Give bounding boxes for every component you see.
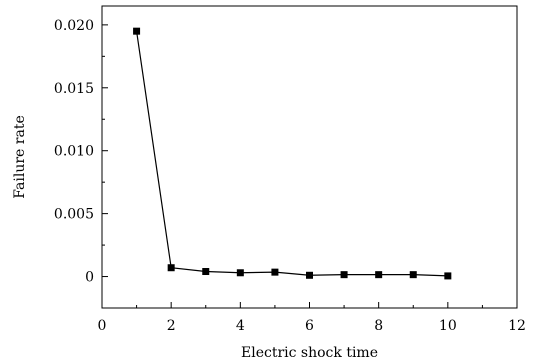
y-tick-label: 0.010 (54, 144, 94, 160)
data-series (133, 27, 452, 280)
plot-frame (101, 5, 518, 309)
data-point-marker (340, 271, 348, 279)
data-point-marker (271, 268, 279, 276)
data-point-marker (444, 272, 452, 280)
y-tick-label: 0.015 (54, 81, 94, 97)
chart-axes (101, 5, 518, 309)
x-axis-ticks: 0 2 4 6 8 10 12 (98, 302, 526, 334)
data-point-marker (202, 268, 210, 276)
data-point-marker (409, 271, 417, 279)
y-tick-label: 0 (85, 270, 94, 286)
y-axis-label: Failure rate (12, 115, 28, 198)
data-point-marker (167, 264, 175, 272)
series-line (135, 31, 448, 277)
data-point-marker (375, 271, 383, 279)
data-point-marker (236, 269, 244, 277)
data-point-marker (133, 27, 141, 35)
x-tick-label: 6 (305, 318, 314, 334)
x-tick-label: 10 (439, 318, 457, 334)
y-tick-label: 0.020 (54, 18, 94, 34)
x-tick-label: 8 (374, 318, 383, 334)
data-point-marker (306, 271, 313, 279)
x-axis-label: Electric shock time (241, 345, 378, 361)
x-tick-label: 12 (508, 318, 526, 334)
y-axis-ticks: 0 0.005 0.010 0.015 0.020 (54, 18, 108, 286)
x-tick-label: 2 (167, 318, 176, 334)
y-tick-label: 0.005 (54, 207, 94, 223)
x-tick-label: 4 (236, 318, 245, 334)
x-tick-label: 0 (98, 318, 107, 334)
